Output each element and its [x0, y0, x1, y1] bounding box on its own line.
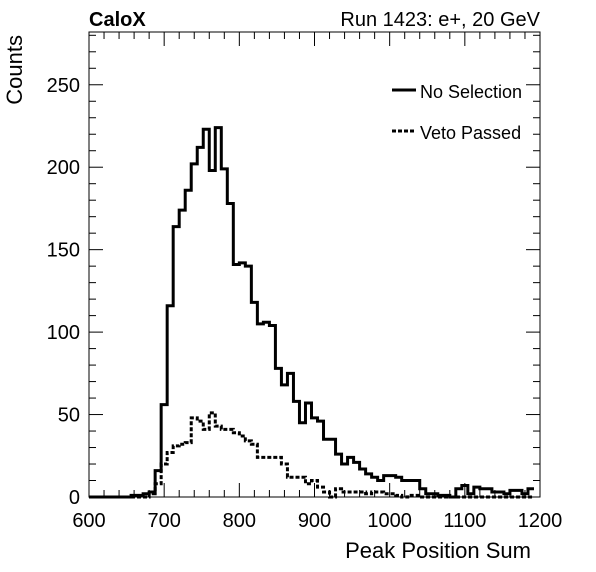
- series-layer: [89, 126, 534, 499]
- y-tick-label: 250: [47, 75, 80, 97]
- axis-ticks: [88, 32, 541, 498]
- y-axis-label: Counts: [2, 35, 27, 105]
- tick-labels: 600 700 800 900 1000 1100 1200 0 50 100 150 200 250: [47, 75, 563, 532]
- x-tick-label: 1100: [443, 510, 486, 532]
- y-tick-label: 0: [69, 487, 80, 509]
- series-line-veto-passed: [89, 411, 534, 499]
- series-line-no-selection: [89, 126, 534, 499]
- title-left: CaloX: [89, 9, 146, 31]
- x-tick-label: 1000: [367, 510, 412, 532]
- y-tick-label: 50: [58, 405, 80, 427]
- x-tick-label: 700: [147, 510, 180, 532]
- legend-label-no-selection: No Selection: [420, 82, 522, 102]
- y-tick-label: 200: [47, 157, 80, 179]
- y-tick-label: 150: [47, 240, 80, 262]
- x-tick-label: 900: [298, 510, 331, 532]
- y-tick-label: 100: [47, 322, 80, 344]
- x-tick-label: 800: [223, 510, 256, 532]
- legend: No Selection Veto Passed: [392, 82, 522, 143]
- x-tick-label: 1200: [518, 510, 563, 532]
- legend-label-veto-passed: Veto Passed: [420, 123, 521, 143]
- title-right: Run 1423: e+, 20 GeV: [340, 9, 540, 31]
- x-tick-label: 600: [72, 510, 105, 532]
- x-axis-label: Peak Position Sum: [345, 538, 531, 563]
